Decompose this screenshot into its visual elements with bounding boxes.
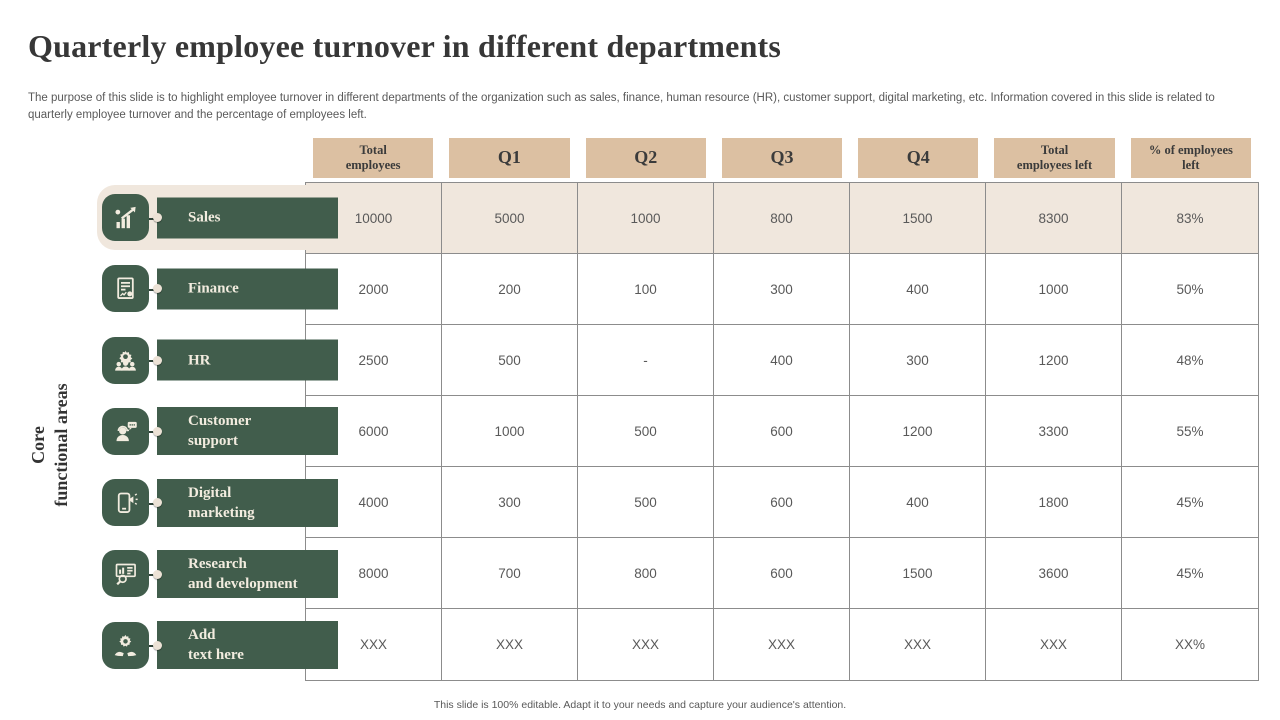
hr-team-icon — [102, 336, 149, 384]
department-label-bar: Sales — [157, 197, 338, 239]
table-cell: 1000 — [986, 254, 1122, 325]
table-cell: 800 — [714, 183, 850, 254]
side-axis-label: Core functional areas — [28, 383, 72, 507]
connector-dot — [153, 498, 162, 508]
table-cell: XXX — [986, 609, 1122, 680]
finance-report-icon — [102, 265, 149, 313]
table-cell: 800 — [578, 538, 714, 609]
row-label-group: Sales — [97, 182, 338, 253]
table-cell: 1000 — [578, 183, 714, 254]
page-title: Quarterly employee turnover in different… — [28, 28, 782, 64]
digital-marketing-icon — [102, 479, 149, 527]
table-cell: 1500 — [850, 538, 986, 609]
table-cell: 50% — [1122, 254, 1258, 325]
table-cell: 1200 — [850, 396, 986, 467]
department-label: HR — [188, 352, 211, 369]
table-cell: 5000 — [442, 183, 578, 254]
table-cell: 8300 — [986, 183, 1122, 254]
sales-growth-icon — [102, 194, 149, 241]
research-development-icon — [102, 550, 149, 598]
table-cell: 400 — [850, 254, 986, 325]
department-label-bar: Add text here — [157, 621, 338, 670]
table-cell: 600 — [714, 396, 850, 467]
department-label-bar: Customer support — [157, 407, 338, 456]
table-cell: 83% — [1122, 183, 1258, 254]
header-q2: Q2 — [585, 138, 706, 178]
department-label: Add text here — [188, 627, 244, 664]
table-cell: 400 — [714, 325, 850, 396]
department-label: Sales — [188, 209, 221, 226]
table-cell: 100 — [578, 254, 714, 325]
footer-note: This slide is 100% editable. Adapt it to… — [433, 699, 847, 711]
department-label: Research and development — [188, 555, 298, 593]
table-cell: - — [578, 325, 714, 396]
table-cell: 300 — [714, 254, 850, 325]
table-cell: 700 — [442, 538, 578, 609]
connector-dot — [153, 569, 162, 579]
connector-dot — [153, 213, 162, 223]
header-q1: Q1 — [449, 138, 570, 178]
department-label: Finance — [188, 280, 239, 297]
row-label-group: Finance — [97, 253, 338, 324]
slide-description: The purpose of this slide is to highligh… — [28, 92, 1215, 122]
add-text-icon — [102, 621, 149, 669]
connector-dot — [153, 355, 162, 365]
customer-support-icon — [102, 407, 149, 455]
table-cell: XXX — [578, 609, 714, 680]
department-label-bar: HR — [157, 339, 338, 381]
table-cell: XX% — [1122, 609, 1258, 680]
table-cell: 300 — [850, 325, 986, 396]
table-cell: 500 — [578, 467, 714, 538]
header-percent-employees-left: % of employees left — [1130, 138, 1251, 178]
connector-dot — [153, 284, 162, 294]
table-cell: XXX — [850, 609, 986, 680]
table-cell: 500 — [578, 396, 714, 467]
row-label-group: HR — [97, 325, 338, 396]
table-cell: XXX — [442, 609, 578, 680]
table-cell: 1500 — [850, 183, 986, 254]
table-cell: 400 — [850, 467, 986, 538]
department-label-bar: Finance — [157, 268, 338, 310]
table-cell: 45% — [1122, 467, 1258, 538]
table-cell: 1000 — [442, 396, 578, 467]
table-cell: 600 — [714, 467, 850, 538]
header-q4: Q4 — [858, 138, 979, 178]
row-label-group: Research and development — [97, 538, 338, 609]
header-total-employees-left: Total employees left — [994, 138, 1115, 178]
department-label: Customer support — [188, 413, 252, 450]
table-cell: 1200 — [986, 325, 1122, 396]
table-cell: 55% — [1122, 396, 1258, 467]
header-total-employees: Total employees — [313, 138, 434, 178]
row-label-group: Add text here — [97, 610, 338, 681]
table-header-row: Total employees Q1 Q2 Q3 Q4 Total employ… — [305, 138, 1259, 178]
table-cell: 200 — [442, 254, 578, 325]
connector-dot — [153, 640, 162, 650]
table-cell: 3600 — [986, 538, 1122, 609]
table-cell: 1800 — [986, 467, 1122, 538]
data-table: 10000 5000 1000 800 1500 8300 83% 2000 200 100 300… — [305, 182, 1259, 681]
table-cell: 300 — [442, 467, 578, 538]
table-cell: 45% — [1122, 538, 1258, 609]
department-label-bar: Research and development — [157, 550, 338, 599]
row-label-group: Digital marketing — [97, 467, 338, 538]
table-cell: 3300 — [986, 396, 1122, 467]
department-label: Digital marketing — [188, 484, 255, 521]
department-label-bar: Digital marketing — [157, 478, 338, 527]
row-label-group: Customer support — [97, 396, 338, 467]
header-q3: Q3 — [721, 138, 843, 178]
table-cell: 600 — [714, 538, 850, 609]
connector-dot — [153, 426, 162, 436]
table-cell: XXX — [714, 609, 850, 680]
table-cell: 500 — [442, 325, 578, 396]
table-cell: 48% — [1122, 325, 1258, 396]
